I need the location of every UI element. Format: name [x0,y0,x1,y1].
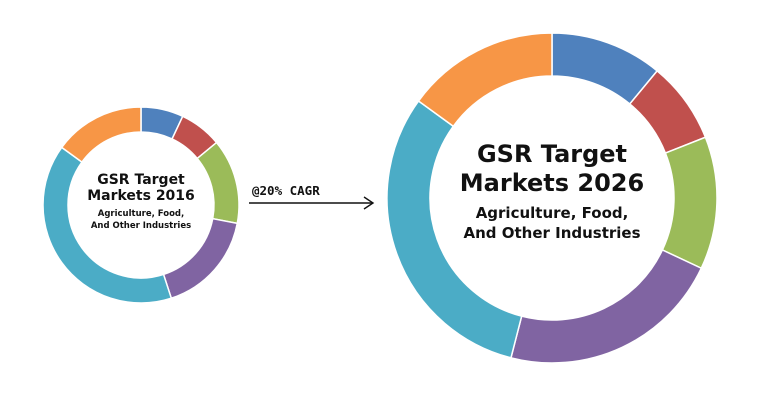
donut-chart-2026 [386,32,718,364]
donut-chart-2016 [42,106,240,304]
donut-2026-subtitle-line2: And Other Industries [463,224,640,242]
donut-2026-subtitle-line1: Agriculture, Food, [476,204,629,222]
growth-arrow-head-icon [363,196,375,210]
donut-2026-title-line2: Markets 2026 [460,169,644,197]
donut-2016-subtitle-line2: And Other Industries [91,221,191,231]
donut-1-slice-3 [510,248,703,364]
donut-2016-subtitle-line1: Agriculture, Food, [98,209,185,219]
donut-1-slice-5 [417,32,553,128]
donut-2016-title-line2: Markets 2016 [87,188,195,204]
donut-2016-title-line1: GSR Target [97,172,185,188]
donut-1-slice-2 [661,136,718,270]
donut-0-slice-2 [196,141,240,225]
donut-2026-title-line1: GSR Target [477,140,627,168]
donut-0-slice-5 [60,106,142,164]
donut-1-slice-4 [386,99,523,359]
cagr-label: @20% CAGR [252,183,320,198]
